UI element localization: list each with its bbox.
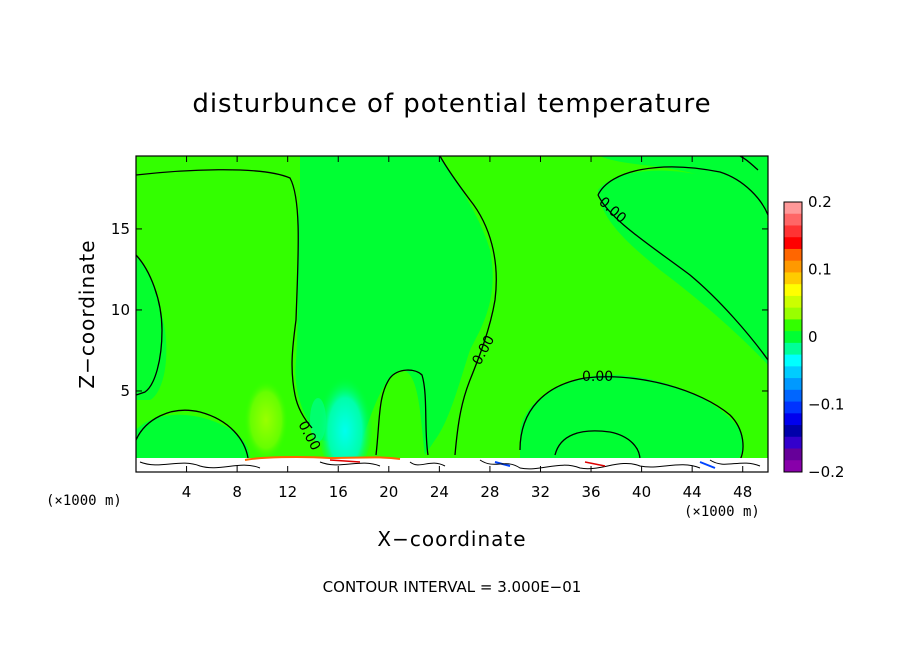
colorbar-tick-label-4: −0.2 (808, 463, 844, 481)
plot-area (136, 156, 768, 472)
contour-line-1 (136, 169, 313, 429)
blob-cyan-small (310, 398, 326, 442)
terrain-orange-line (244, 455, 401, 461)
contour-line-10 (739, 156, 759, 171)
contour-line-9 (554, 430, 641, 461)
colorbar-swatch-0 (784, 202, 802, 215)
x-tick-label-3: 16 (329, 483, 348, 501)
x-tick-label-5: 24 (430, 483, 449, 501)
y-tick-label-0: 5 (120, 382, 130, 400)
colorbar-swatch-18 (784, 413, 802, 426)
contour-line-8 (519, 376, 744, 461)
colorbar-swatch-22 (784, 460, 802, 473)
x-tick-label-0: 4 (182, 483, 192, 501)
colorbar-swatch-14 (784, 366, 802, 379)
colorbar-ticks: 0.2 0.1 0 −0.1 −0.2 (808, 193, 844, 481)
terrain-black-scribble (139, 459, 761, 470)
chart-title: disturbunce of potential temperature (192, 89, 711, 119)
colorbar-swatch-6 (784, 272, 802, 285)
contour-line-5 (439, 156, 497, 456)
colorbar-swatch-10 (784, 319, 802, 332)
region-upper-right (598, 170, 768, 365)
colorbar-swatch-5 (784, 260, 802, 273)
blob-cyan (317, 365, 373, 472)
region-lower-left (136, 414, 250, 460)
y-tick-label-2: 15 (111, 220, 130, 238)
colorbar-swatch-11 (784, 331, 802, 344)
colorbar-swatch-13 (784, 354, 802, 367)
contour-lines (136, 156, 768, 461)
colorbar-swatch-21 (784, 448, 802, 461)
colorbar-swatch-19 (784, 425, 802, 438)
x-tick-label-6: 28 (480, 483, 499, 501)
contour-label-3: 0.00 (582, 369, 613, 385)
contour-line-6 (597, 166, 768, 216)
contour-line-4 (375, 369, 429, 456)
x-tick-label-2: 12 (278, 483, 297, 501)
colorbar-swatch-17 (784, 401, 802, 414)
x-tick-label-7: 32 (531, 483, 550, 501)
colorbar-swatch-16 (784, 389, 802, 403)
colorbar-tick-label-2: 0 (808, 328, 818, 346)
colorbar-swatch-8 (784, 295, 802, 309)
terrain-base (136, 458, 768, 472)
x-unit-left: (×1000 m) (46, 493, 122, 509)
x-tick-label-8: 36 (581, 483, 600, 501)
x-axis-ticks: 4 8 12 16 20 24 28 32 36 40 44 48 (182, 156, 752, 501)
colorbar-swatch-7 (784, 284, 802, 297)
x-tick-label-9: 40 (632, 483, 651, 501)
terrain-band (136, 455, 768, 472)
colorbar-swatch-3 (784, 237, 802, 250)
contour-line-2 (136, 254, 163, 396)
x-tick-label-4: 20 (379, 483, 398, 501)
terrain-red-line (329, 459, 606, 467)
colorbar-swatch-15 (784, 378, 802, 391)
colorbar-swatch-4 (784, 248, 802, 262)
colorbar-tick-label-0: 0.2 (808, 193, 832, 211)
colorbar (783, 201, 803, 473)
region-right-middle (520, 374, 744, 462)
colorbar-tick-label-1: 0.1 (808, 261, 832, 279)
y-tick-label-1: 10 (111, 301, 130, 319)
contour-line-3 (136, 409, 249, 459)
contour-line-7 (597, 194, 768, 361)
y-axis-label: Z−coordinate (75, 239, 99, 388)
x-tick-label-10: 44 (683, 483, 702, 501)
colorbar-swatch-2 (784, 225, 802, 238)
colorbar-frame (783, 201, 803, 473)
x-tick-label-11: 48 (733, 483, 752, 501)
x-unit-right: (×1000 m) (684, 504, 760, 520)
colorbar-swatch-12 (784, 342, 802, 356)
colorbar-swatch-20 (784, 436, 802, 450)
colorbar-swatch-1 (784, 213, 802, 226)
plot-frame (135, 155, 769, 473)
y-axis-ticks: 5 10 15 (111, 220, 768, 400)
colorbar-tick-label-3: −0.1 (808, 396, 844, 414)
x-axis-label: X−coordinate (377, 527, 526, 551)
contour-interval-note: CONTOUR INTERVAL = 3.000E−01 (323, 578, 582, 596)
blob-lime (244, 380, 288, 460)
colorbar-swatch-9 (784, 307, 802, 320)
x-tick-label-1: 8 (232, 483, 242, 501)
